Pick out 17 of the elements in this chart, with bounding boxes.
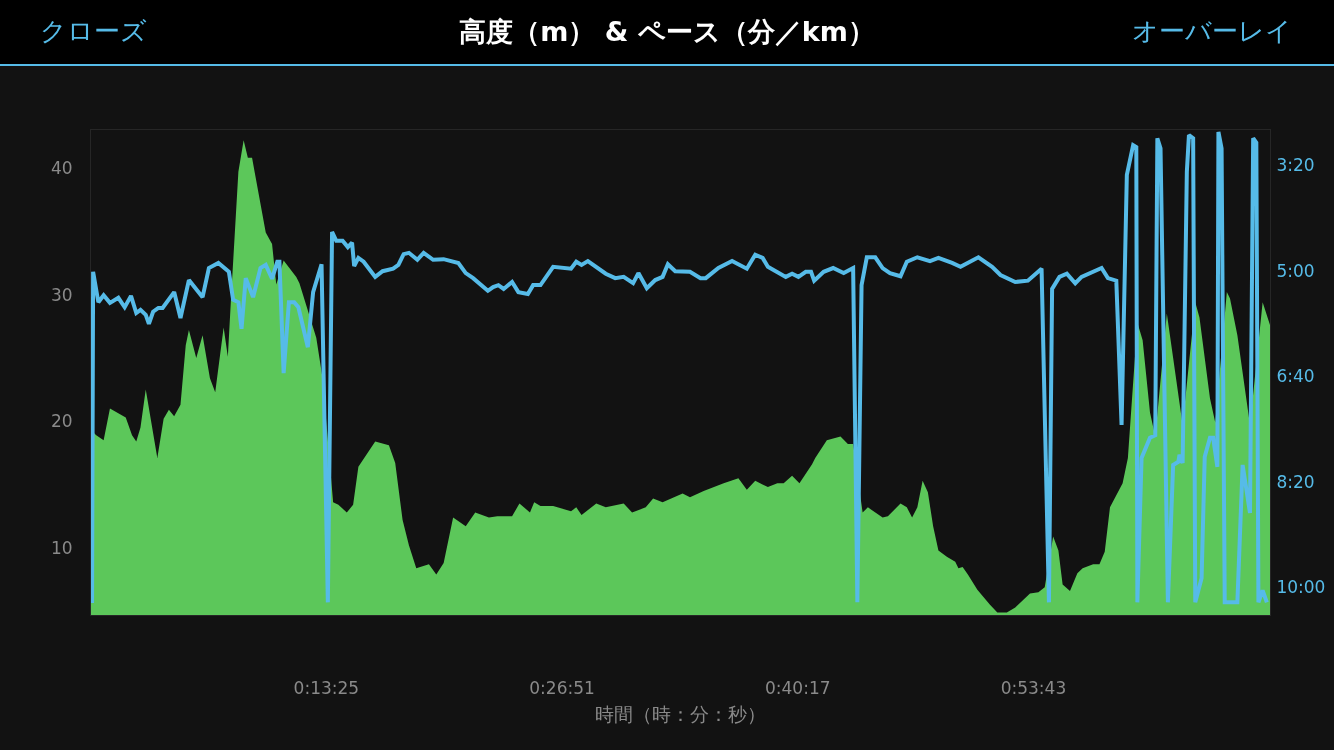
- y2-tick-label: 6:40: [1276, 366, 1315, 387]
- y-tick-label: 30: [50, 284, 73, 305]
- text: オーバーレイ: [1132, 15, 1292, 48]
- y2-tick-label: 10:00: [1276, 577, 1326, 598]
- y-tick-label: 20: [50, 411, 73, 432]
- y2-tick-label: 8:20: [1276, 471, 1315, 492]
- x-axis-title: 時間（時：分：秒）: [595, 703, 766, 726]
- y2-tick-label: 3:20: [1276, 154, 1315, 175]
- x-tick-label: 0:53:43: [1000, 678, 1067, 699]
- y2-tick-label: 5:00: [1276, 260, 1315, 281]
- y-tick-label: 40: [50, 157, 73, 178]
- chart-title: 高度（m） & ペース（分／km）: [459, 16, 875, 47]
- x-tick-label: 0:26:51: [529, 678, 595, 699]
- x-tick-label: 0:40:17: [764, 678, 831, 699]
- y-tick-label: 10: [50, 537, 73, 558]
- x-tick-label: 0:13:25: [293, 678, 360, 699]
- text: クローズ: [40, 15, 147, 48]
